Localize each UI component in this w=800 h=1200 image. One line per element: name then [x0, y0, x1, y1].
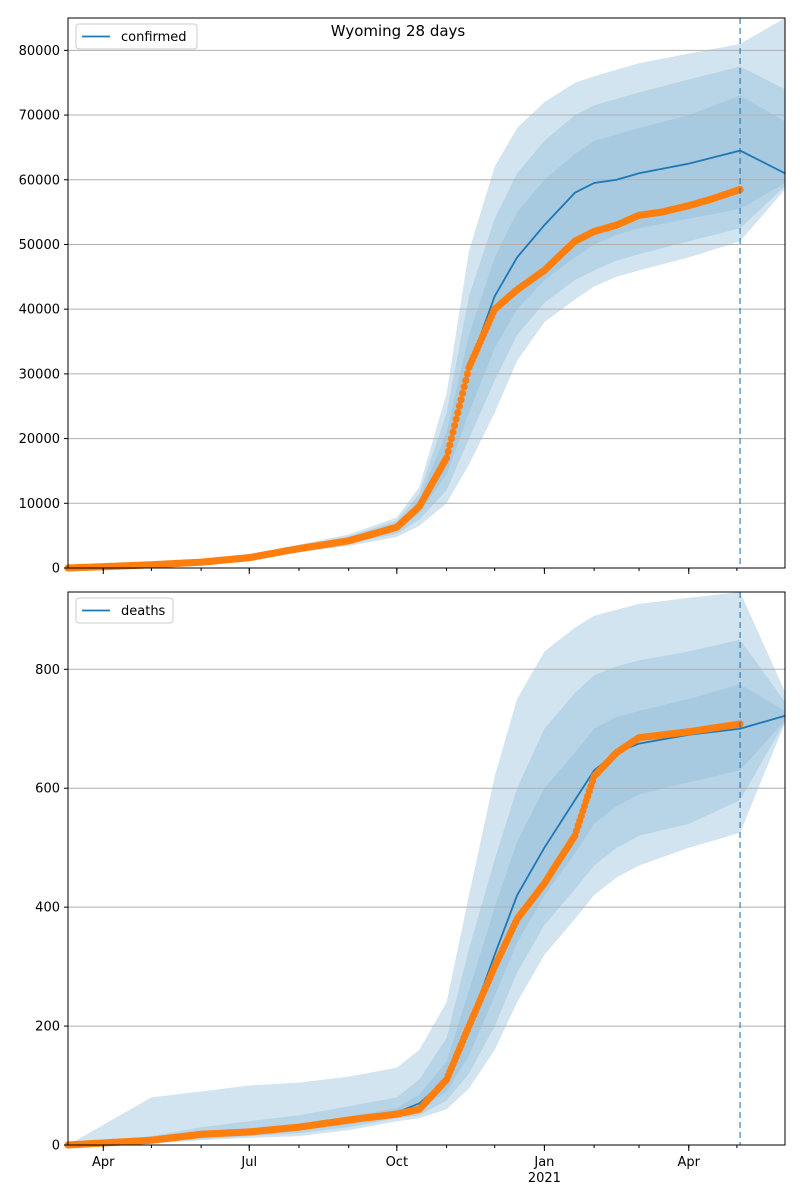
deaths-y-tick-label: 400	[35, 901, 60, 916]
confirmed-observed-point	[449, 428, 457, 436]
deaths-x-tick-label: Jul	[240, 1155, 257, 1170]
confirmed-observed-point	[462, 376, 470, 384]
deaths-x-tick-label: Jan	[533, 1155, 554, 1170]
confirmed-y-tick-label: 70000	[19, 109, 60, 124]
deaths-legend-box	[75, 597, 174, 624]
confirmed-observed-point	[454, 409, 462, 417]
confirmed-observed-point	[459, 389, 467, 397]
confirmed-band-1	[68, 18, 785, 568]
confirmed-observed-point	[451, 422, 459, 430]
confirmed-uncertainty-bands	[68, 18, 785, 568]
confirmed-x-axis	[102, 568, 738, 574]
confirmed-observed-point	[463, 370, 471, 378]
confirmed-y-tick-label: 0	[52, 562, 60, 577]
confirmed-observed-point	[444, 447, 452, 456]
confirmed-band-3	[68, 95, 785, 568]
deaths-uncertainty-bands	[68, 592, 785, 1145]
deaths-y-tick-label: 600	[35, 782, 60, 797]
deaths-y-tick-label: 800	[35, 663, 60, 678]
confirmed-observed-point	[447, 435, 455, 443]
deaths-y-axis: 0 200 400 600 800	[35, 663, 68, 1154]
confirmed-y-tick-label: 80000	[19, 44, 60, 59]
confirmed-observed-point	[460, 383, 468, 391]
confirmed-observed-point	[452, 415, 460, 423]
confirmed-observed-point	[443, 454, 451, 462]
confirmed-band-2	[68, 66, 785, 568]
confirmed-axes-frame	[67, 17, 786, 569]
confirmed-observed-point	[446, 441, 454, 449]
deaths-x-tick-label: Oct	[386, 1155, 408, 1170]
confirmed-legend-box	[75, 23, 198, 50]
confirmed-legend: confirmed	[75, 23, 198, 50]
confirmed-observed-point	[455, 402, 463, 410]
deaths-plot-frame	[67, 591, 786, 1146]
confirmed-y-tick-label: 20000	[19, 432, 60, 447]
deaths-band-3	[68, 684, 785, 1145]
confirmed-y-tick-label: 40000	[19, 303, 60, 318]
deaths-x-tick-sublabel: 2021	[528, 1171, 561, 1186]
deaths-band-1	[68, 592, 785, 1145]
confirmed-observed-point	[457, 396, 465, 404]
deaths-observed-markers	[64, 720, 744, 1149]
confirmed-y-tick-label: 30000	[19, 367, 60, 382]
deaths-legend-label: deaths	[121, 604, 166, 619]
confirmed-y-axis: 0 10000 20000 30000 40000 50000 60000 70000 8000…	[19, 44, 68, 577]
deaths-x-tick-label: Apr	[678, 1155, 701, 1170]
confirmed-plot-frame	[67, 17, 786, 569]
confirmed-y-tick-label: 60000	[19, 173, 60, 188]
figure-title: Wyoming 28 days	[331, 22, 466, 40]
deaths-legend: deaths	[75, 597, 174, 624]
deaths-axes-frame	[67, 591, 786, 1146]
deaths-y-tick-label: 0	[52, 1139, 60, 1154]
confirmed-y-tick-label: 50000	[19, 238, 60, 253]
confirmed-y-tick-label: 10000	[19, 497, 60, 512]
confirmed-legend-label: confirmed	[121, 30, 187, 45]
confirmed-panel: 0 10000 20000 30000 40000 50000 60000 70000 8000…	[19, 17, 786, 577]
deaths-y-tick-label: 200	[35, 1020, 60, 1035]
deaths-x-tick-label: Apr	[92, 1155, 115, 1170]
